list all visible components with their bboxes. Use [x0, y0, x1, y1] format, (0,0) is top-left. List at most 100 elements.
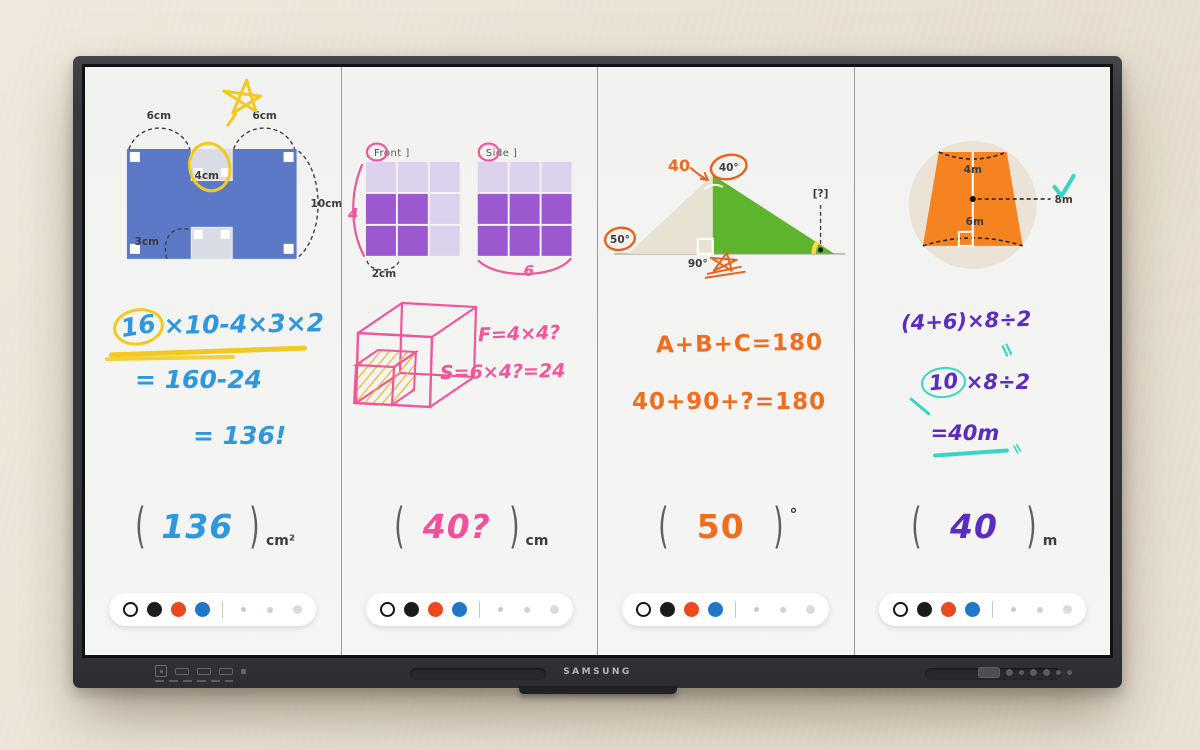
- control-button[interactable]: [1067, 670, 1072, 675]
- work-area-3[interactable]: A+B+C=180 40+90+?=180: [598, 279, 854, 479]
- circled-term: 10: [919, 364, 968, 401]
- bottom-bezel: SAMSUNG: [73, 658, 1122, 688]
- answer-value: 40: [949, 506, 998, 546]
- ir-sensor: [978, 667, 1000, 678]
- work-line: F=4×4?: [477, 321, 561, 347]
- pen-color-blue[interactable]: [964, 602, 980, 617]
- paren-close: ): [772, 498, 784, 554]
- pen-color-orange[interactable]: [684, 602, 700, 617]
- pen-color-white[interactable]: [636, 602, 652, 617]
- toolbar-option-dot[interactable]: [523, 606, 530, 613]
- toolbar-option-dot[interactable]: [780, 606, 787, 613]
- base-angle-label: 90°: [688, 258, 708, 270]
- cyan-equals-mark: =: [993, 338, 1020, 362]
- answer-value: 50: [696, 506, 745, 546]
- paren-open: (: [911, 498, 922, 554]
- pen-toolbar: [365, 593, 573, 626]
- orange-scribble: [704, 251, 746, 279]
- whiteboard-panel-1[interactable]: 6cm 6cm 10cm 3cm 4cm: [85, 67, 342, 655]
- pen-color-white[interactable]: [892, 602, 908, 617]
- whiteboard-panel-2[interactable]: [ Front ] [ Side ]: [341, 67, 598, 655]
- whiteboard-panel-4[interactable]: 8m 4m 6m (4+6)×8÷2 = 10 ×8÷2 =40m =: [854, 67, 1111, 655]
- pen-color-orange[interactable]: [940, 602, 956, 617]
- dim-top-left: 6cm: [147, 110, 171, 122]
- cone-frustum-figure: 8m 4m 6m: [855, 67, 1111, 279]
- ir-port-icon: [241, 668, 246, 674]
- work-line: A+B+C=180: [655, 329, 824, 359]
- toolbar-option-dot[interactable]: [1036, 606, 1043, 613]
- apex-angle-label: 40°: [719, 162, 739, 174]
- pen-color-blue[interactable]: [708, 602, 724, 617]
- pen-color-white[interactable]: [379, 602, 395, 617]
- control-button[interactable]: [1019, 670, 1024, 675]
- dim-notch: 3cm: [135, 236, 159, 248]
- pen-color-blue[interactable]: [195, 602, 211, 617]
- paren-close: ): [1026, 498, 1037, 554]
- work-line: =40m: [930, 421, 1000, 445]
- paren-open: (: [658, 498, 669, 554]
- toolbar-option-dot[interactable]: [754, 607, 760, 612]
- control-button[interactable]: [1056, 670, 1061, 675]
- answer-row: ( 50 ) °: [598, 493, 854, 559]
- toolbar-option-dot[interactable]: [1062, 605, 1072, 614]
- toolbar-option-dot[interactable]: [497, 607, 503, 612]
- answer-row: ( 136 ) cm²: [85, 493, 341, 559]
- work-line: 16 ×10-4×3×2: [110, 304, 325, 350]
- dim-width: 6: [523, 262, 533, 279]
- work-area-4[interactable]: (4+6)×8÷2 = 10 ×8÷2 =40m =: [855, 279, 1111, 479]
- toolbar-divider: [735, 601, 737, 618]
- dim-cell: 2cm: [371, 268, 395, 279]
- answer-unit: m: [1042, 533, 1058, 549]
- control-button[interactable]: [1043, 669, 1050, 676]
- dim-top-right: 6cm: [252, 110, 276, 122]
- toolbar-option-dot[interactable]: [293, 605, 303, 614]
- yellow-pen-doodle: [188, 78, 263, 193]
- toolbar-option-dot[interactable]: [267, 606, 274, 613]
- work-line: = 160-24: [135, 365, 263, 394]
- work-area-2[interactable]: F=4×4? S=6×4?=24: [342, 279, 598, 479]
- top-dim-label: 4m: [963, 164, 981, 176]
- pen-color-black[interactable]: [403, 602, 419, 617]
- front-grid: [365, 162, 460, 256]
- whiteboard-screen: 6cm 6cm 10cm 3cm 4cm: [85, 67, 1110, 655]
- power-button[interactable]: [1006, 669, 1013, 676]
- toolbar-divider: [478, 601, 480, 618]
- pen-toolbar: [109, 593, 317, 626]
- pen-color-orange[interactable]: [427, 602, 443, 617]
- work-line: S=6×4?=24: [439, 359, 566, 385]
- pen-color-black[interactable]: [660, 602, 676, 617]
- work-area-1[interactable]: 16 ×10-4×3×2 = 160-24 = 136!: [85, 279, 341, 479]
- left-angle-label: 50°: [610, 234, 630, 246]
- work-line: 40+90+?=180: [632, 389, 827, 415]
- pen-color-black[interactable]: [147, 602, 163, 617]
- toolbar-option-dot[interactable]: [806, 605, 816, 614]
- pen-toolbar: [878, 593, 1086, 626]
- side-grid: [477, 162, 572, 256]
- cyan-circle-tail: [908, 396, 931, 417]
- speaker-grille-left: [410, 668, 546, 680]
- port-cluster: [155, 665, 246, 677]
- pen-color-white[interactable]: [123, 602, 139, 617]
- whiteboard-panel-3[interactable]: [?] 40° 40 50° 90°: [598, 67, 855, 655]
- usb-port-icon: [197, 667, 211, 675]
- control-button[interactable]: [1030, 669, 1037, 676]
- pen-color-blue[interactable]: [451, 602, 467, 617]
- h-shape-figure: 6cm 6cm 10cm 3cm 4cm: [85, 67, 341, 279]
- h-shape: 6cm 6cm 10cm 3cm 4cm: [126, 78, 341, 260]
- pen-color-orange[interactable]: [171, 602, 187, 617]
- paren-open: (: [134, 498, 146, 554]
- toolbar-option-dot[interactable]: [1010, 607, 1016, 612]
- expression: ×8÷2: [965, 370, 1031, 394]
- pen-color-black[interactable]: [916, 602, 932, 617]
- answer-unit: cm²: [265, 533, 295, 549]
- brand-logo: SAMSUNG: [563, 667, 632, 677]
- hdmi-port-icon: [175, 667, 189, 675]
- side-label: [ Side ]: [477, 148, 517, 159]
- answer-unit: cm: [525, 533, 549, 549]
- usb-port-icon: [219, 667, 233, 675]
- paren-open: (: [394, 498, 405, 554]
- toolbar-option-dot[interactable]: [241, 607, 247, 612]
- toolbar-option-dot[interactable]: [549, 605, 559, 614]
- cube-sketch: [352, 301, 477, 409]
